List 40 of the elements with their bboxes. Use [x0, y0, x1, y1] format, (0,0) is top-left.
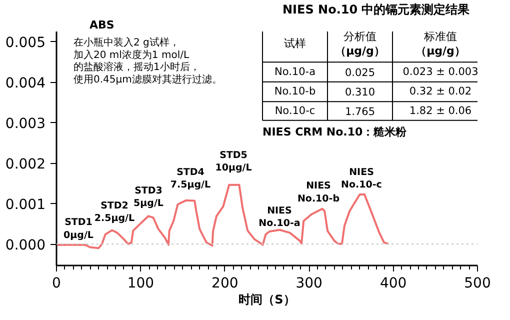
x-tick-label: 200 [212, 276, 238, 292]
annotation: STD1 0μg/L [64, 217, 94, 241]
y-tick-label: 0.003 [5, 116, 46, 132]
annotation: No.10-c [274, 104, 316, 117]
x-tick-label: 300 [296, 276, 322, 292]
y-tick-label: 0.005 [5, 35, 46, 52]
annotation: 加入20 ml浓度为1 mol/L [74, 48, 190, 61]
x-tick-label: 500 [464, 276, 491, 292]
x-tick-label: 100 [127, 276, 154, 292]
annotation: NIES No.10-a [258, 205, 300, 229]
annotation: 0.023 ± 0.003 [402, 66, 478, 78]
annotation: 0.310 [344, 86, 376, 99]
x-tick-label: 0 [52, 276, 61, 292]
x-axis-title: 时间（S） [238, 292, 296, 306]
annotation: 使用0.45μm滤膜对其进行过滤。 [74, 73, 222, 86]
y-tick-label: 0.000 [5, 238, 46, 254]
annotation: STD2 2.5μg/L [94, 200, 135, 224]
annotation: 在小瓶中装入2 g试样， [74, 36, 180, 48]
y-tick-label: 0.001 [5, 197, 46, 214]
y-tick-label: 0.004 [5, 76, 46, 92]
annotation: No.10-b [274, 86, 316, 98]
annotation: （μg/g） [416, 44, 466, 58]
annotation: STD5 10μg/L [215, 150, 252, 174]
annotation: （μg/g） [335, 44, 385, 58]
annotation: NIES No.10-b [297, 180, 340, 204]
annotation: 0.32 ± 0.02 [409, 86, 472, 98]
annotation: No.10-a [274, 66, 316, 78]
annotation: 的盐酸溶液，摇动1小时后， [74, 61, 200, 74]
y-tick-label: 0.002 [5, 156, 46, 173]
annotation: 1.82 ± 0.06 [409, 104, 472, 117]
annotation: 1.765 [344, 106, 376, 118]
y-axis-title: ABS [90, 18, 114, 32]
text: NIES No.10 中的镉元素测定结果 [282, 2, 471, 16]
annotation: NIES CRM No.10：糙米粉 [262, 126, 408, 139]
annotation: NIES No.10-c [341, 166, 382, 190]
annotation: STD3 5μg/L [134, 186, 164, 210]
annotation: 试样 [284, 36, 306, 50]
annotation: 0.025 [344, 66, 376, 79]
x-tick-label: 400 [380, 276, 407, 292]
annotation: STD4 7.5μg/L [170, 166, 211, 190]
